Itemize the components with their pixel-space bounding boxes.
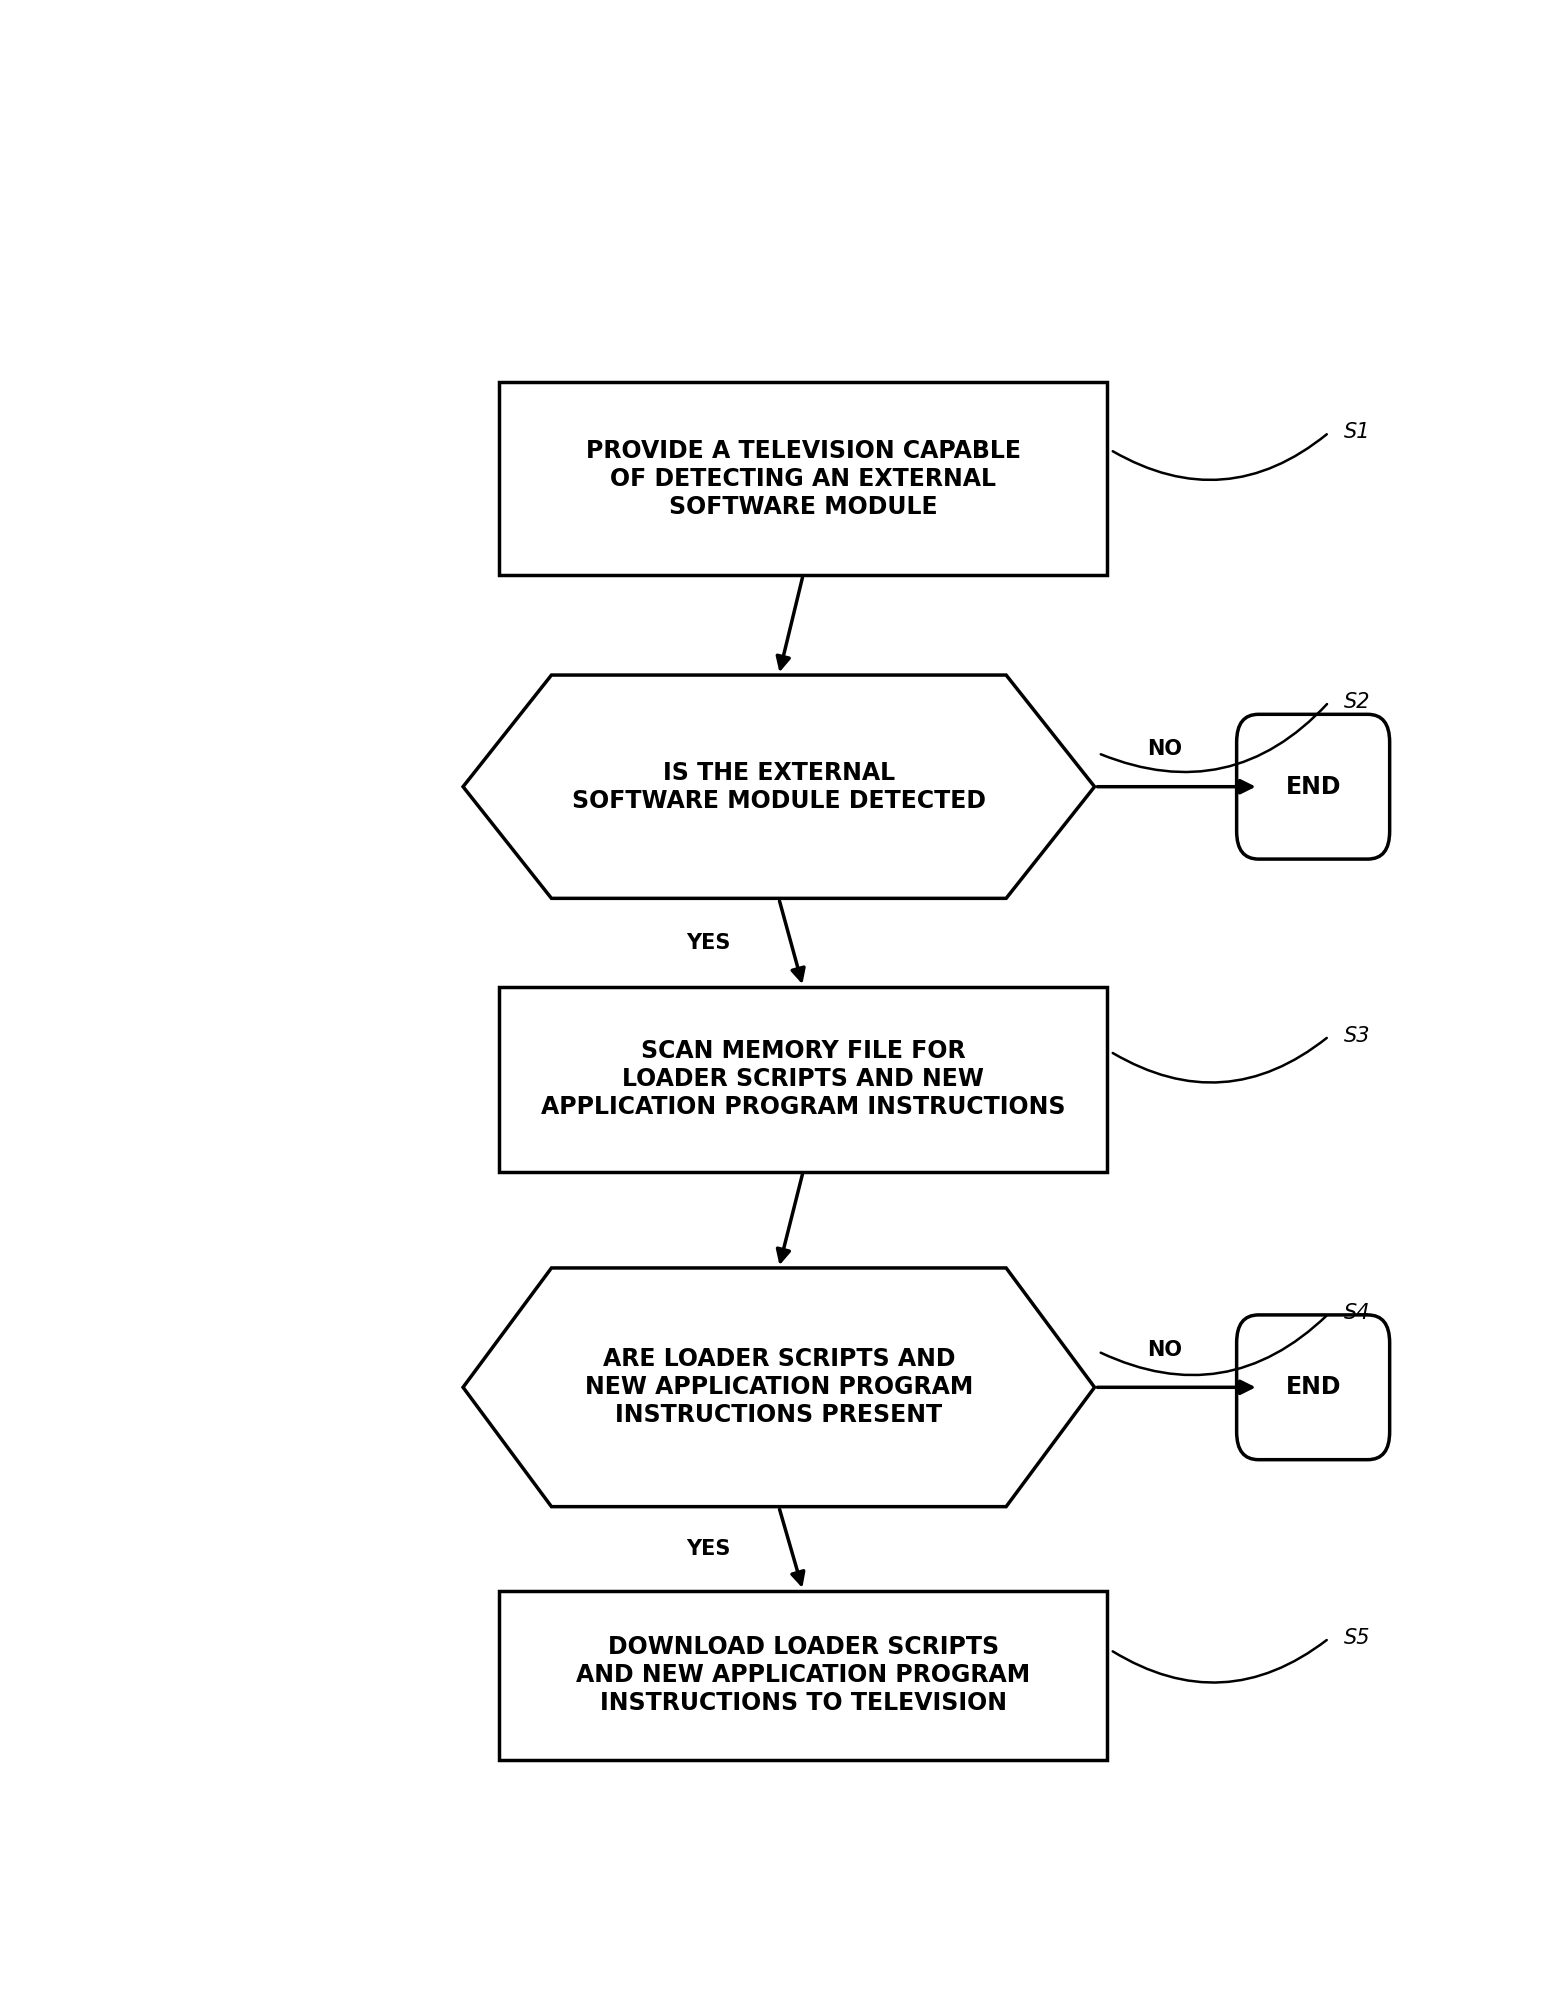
- Text: S1: S1: [1343, 422, 1370, 442]
- Text: DOWNLOAD LOADER SCRIPTS
AND NEW APPLICATION PROGRAM
INSTRUCTIONS TO TELEVISION: DOWNLOAD LOADER SCRIPTS AND NEW APPLICAT…: [577, 1636, 1030, 1716]
- Text: PROVIDE A TELEVISION CAPABLE
OF DETECTING AN EXTERNAL
SOFTWARE MODULE: PROVIDE A TELEVISION CAPABLE OF DETECTIN…: [586, 438, 1020, 518]
- Text: SCAN MEMORY FILE FOR
LOADER SCRIPTS AND NEW
APPLICATION PROGRAM INSTRUCTIONS: SCAN MEMORY FILE FOR LOADER SCRIPTS AND …: [541, 1040, 1066, 1120]
- FancyBboxPatch shape: [1236, 1314, 1390, 1460]
- Text: END: END: [1285, 1376, 1341, 1400]
- Text: S4: S4: [1343, 1304, 1370, 1324]
- FancyBboxPatch shape: [500, 382, 1106, 574]
- Text: IS THE EXTERNAL
SOFTWARE MODULE DETECTED: IS THE EXTERNAL SOFTWARE MODULE DETECTED: [572, 760, 986, 812]
- FancyBboxPatch shape: [500, 1590, 1106, 1760]
- Text: END: END: [1285, 774, 1341, 798]
- Text: NO: NO: [1147, 1340, 1182, 1360]
- Text: YES: YES: [686, 932, 730, 952]
- Text: NO: NO: [1147, 738, 1182, 758]
- FancyBboxPatch shape: [500, 986, 1106, 1172]
- Text: YES: YES: [686, 1538, 730, 1558]
- Polygon shape: [464, 676, 1095, 898]
- Text: S3: S3: [1343, 1026, 1370, 1046]
- Text: S5: S5: [1343, 1628, 1370, 1648]
- FancyBboxPatch shape: [1236, 714, 1390, 860]
- Text: ARE LOADER SCRIPTS AND
NEW APPLICATION PROGRAM
INSTRUCTIONS PRESENT: ARE LOADER SCRIPTS AND NEW APPLICATION P…: [584, 1348, 973, 1428]
- Text: S2: S2: [1343, 692, 1370, 712]
- Polygon shape: [464, 1268, 1095, 1506]
